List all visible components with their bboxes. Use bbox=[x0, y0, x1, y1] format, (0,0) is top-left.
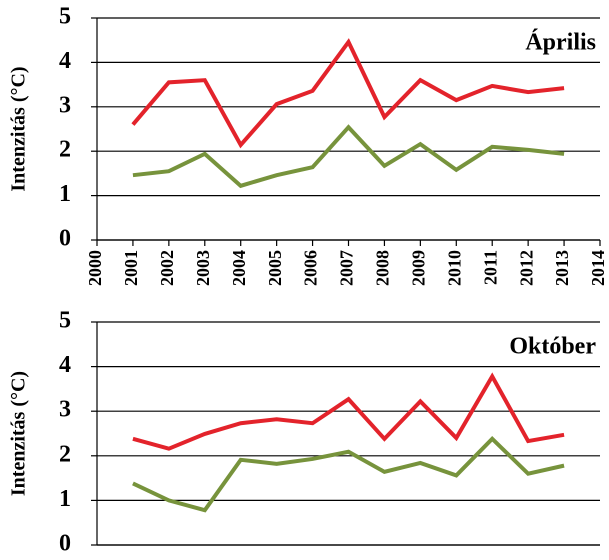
chart-title: Április bbox=[525, 30, 596, 56]
x-tick-label: 2000 bbox=[85, 250, 105, 286]
x-tick-label: 2003 bbox=[193, 250, 213, 286]
y-tick-label: 3 bbox=[59, 397, 71, 423]
x-tick-label: 2011 bbox=[480, 250, 500, 285]
y-tick-label: 2 bbox=[59, 137, 71, 163]
y-tick-label: 5 bbox=[59, 4, 71, 30]
x-tick-label: 2006 bbox=[301, 250, 321, 286]
x-tick-label: 2002 bbox=[157, 250, 177, 286]
x-tick-label: 2001 bbox=[121, 250, 141, 286]
y-tick-label: 4 bbox=[59, 352, 71, 378]
x-tick-label: 2005 bbox=[265, 250, 285, 286]
y-axis-label: Intenzitás (°C) bbox=[8, 371, 30, 496]
x-tick-label: 2004 bbox=[229, 250, 249, 286]
y-tick-label: 3 bbox=[59, 92, 71, 118]
chart-title: Október bbox=[509, 334, 596, 360]
y-tick-label: 1 bbox=[59, 181, 71, 207]
y-tick-label: 0 bbox=[59, 531, 71, 557]
y-tick-label: 2 bbox=[59, 441, 71, 467]
y-tick-label: 1 bbox=[59, 486, 71, 512]
series-line bbox=[132, 124, 565, 189]
y-axis-label: Intenzitás (°C) bbox=[8, 66, 30, 191]
x-tick-label: 2014 bbox=[588, 250, 608, 286]
x-tick-label: 2012 bbox=[516, 250, 536, 286]
x-tick-label: 2008 bbox=[373, 250, 393, 286]
y-tick-label: 4 bbox=[59, 48, 71, 74]
series-line bbox=[132, 372, 565, 451]
series-line bbox=[131, 38, 565, 149]
x-tick-label: 2007 bbox=[337, 250, 357, 286]
x-tick-label: 2013 bbox=[552, 250, 572, 286]
series-line bbox=[132, 436, 565, 513]
x-tick-label: 2010 bbox=[444, 250, 464, 286]
y-tick-label: 0 bbox=[59, 226, 71, 252]
y-tick-label: 5 bbox=[59, 308, 71, 334]
x-tick-label: 2009 bbox=[408, 250, 428, 286]
